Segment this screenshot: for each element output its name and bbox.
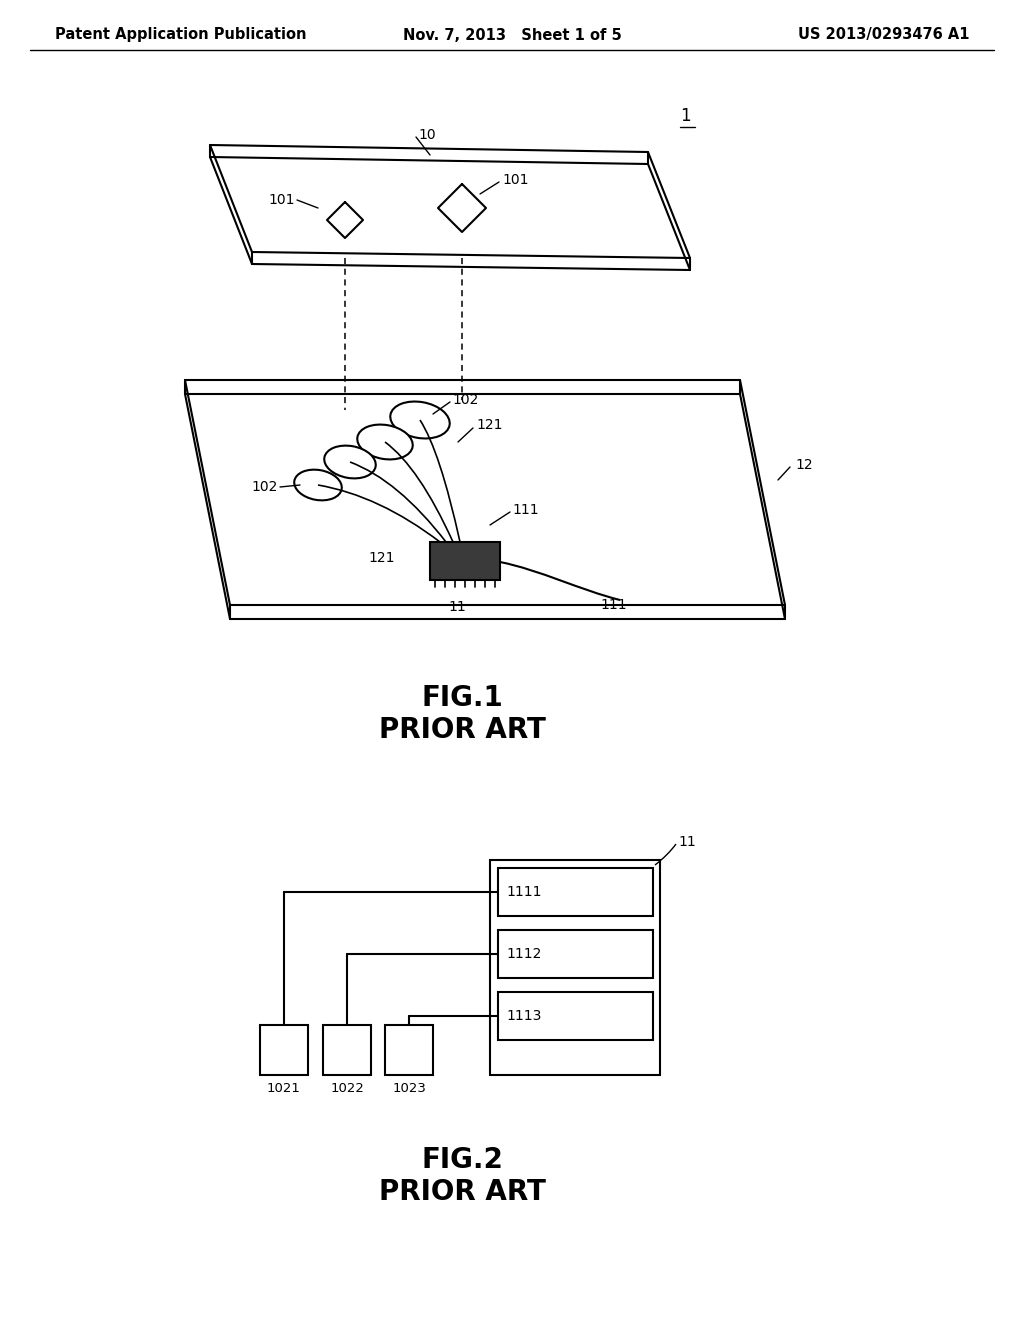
Text: PRIOR ART: PRIOR ART <box>379 715 546 744</box>
Bar <box>430 543 500 579</box>
Text: Nov. 7, 2013   Sheet 1 of 5: Nov. 7, 2013 Sheet 1 of 5 <box>402 28 622 42</box>
Text: 111: 111 <box>600 598 627 612</box>
Text: US 2013/0293476 A1: US 2013/0293476 A1 <box>799 28 970 42</box>
Bar <box>498 869 653 916</box>
Text: Patent Application Publication: Patent Application Publication <box>55 28 306 42</box>
Text: 1112: 1112 <box>506 946 542 961</box>
Text: 1022: 1022 <box>330 1082 364 1096</box>
Text: 1111: 1111 <box>506 884 542 899</box>
Text: 12: 12 <box>795 458 813 473</box>
Bar <box>260 1026 308 1074</box>
Bar <box>498 993 653 1040</box>
Text: 11: 11 <box>449 601 466 614</box>
Text: PRIOR ART: PRIOR ART <box>379 1177 546 1206</box>
Bar <box>490 861 660 1074</box>
Bar <box>323 1026 371 1074</box>
Text: 102: 102 <box>452 393 478 407</box>
Text: 11: 11 <box>678 836 695 849</box>
Text: 1: 1 <box>680 107 690 125</box>
Ellipse shape <box>325 446 376 478</box>
Ellipse shape <box>357 425 413 459</box>
Text: FIG.2: FIG.2 <box>421 1146 503 1173</box>
Text: 1113: 1113 <box>506 1008 542 1023</box>
Text: 1021: 1021 <box>267 1082 301 1096</box>
Text: 1023: 1023 <box>392 1082 426 1096</box>
Text: 121: 121 <box>369 550 395 565</box>
Text: 101: 101 <box>502 173 528 187</box>
Bar <box>498 931 653 978</box>
Ellipse shape <box>294 470 342 500</box>
Text: 121: 121 <box>476 418 503 432</box>
Text: 10: 10 <box>418 128 435 143</box>
Text: FIG.1: FIG.1 <box>421 684 503 711</box>
Ellipse shape <box>390 401 450 438</box>
Text: 102: 102 <box>252 480 278 494</box>
Text: 101: 101 <box>268 193 295 207</box>
Text: 111: 111 <box>512 503 539 517</box>
Bar <box>385 1026 433 1074</box>
